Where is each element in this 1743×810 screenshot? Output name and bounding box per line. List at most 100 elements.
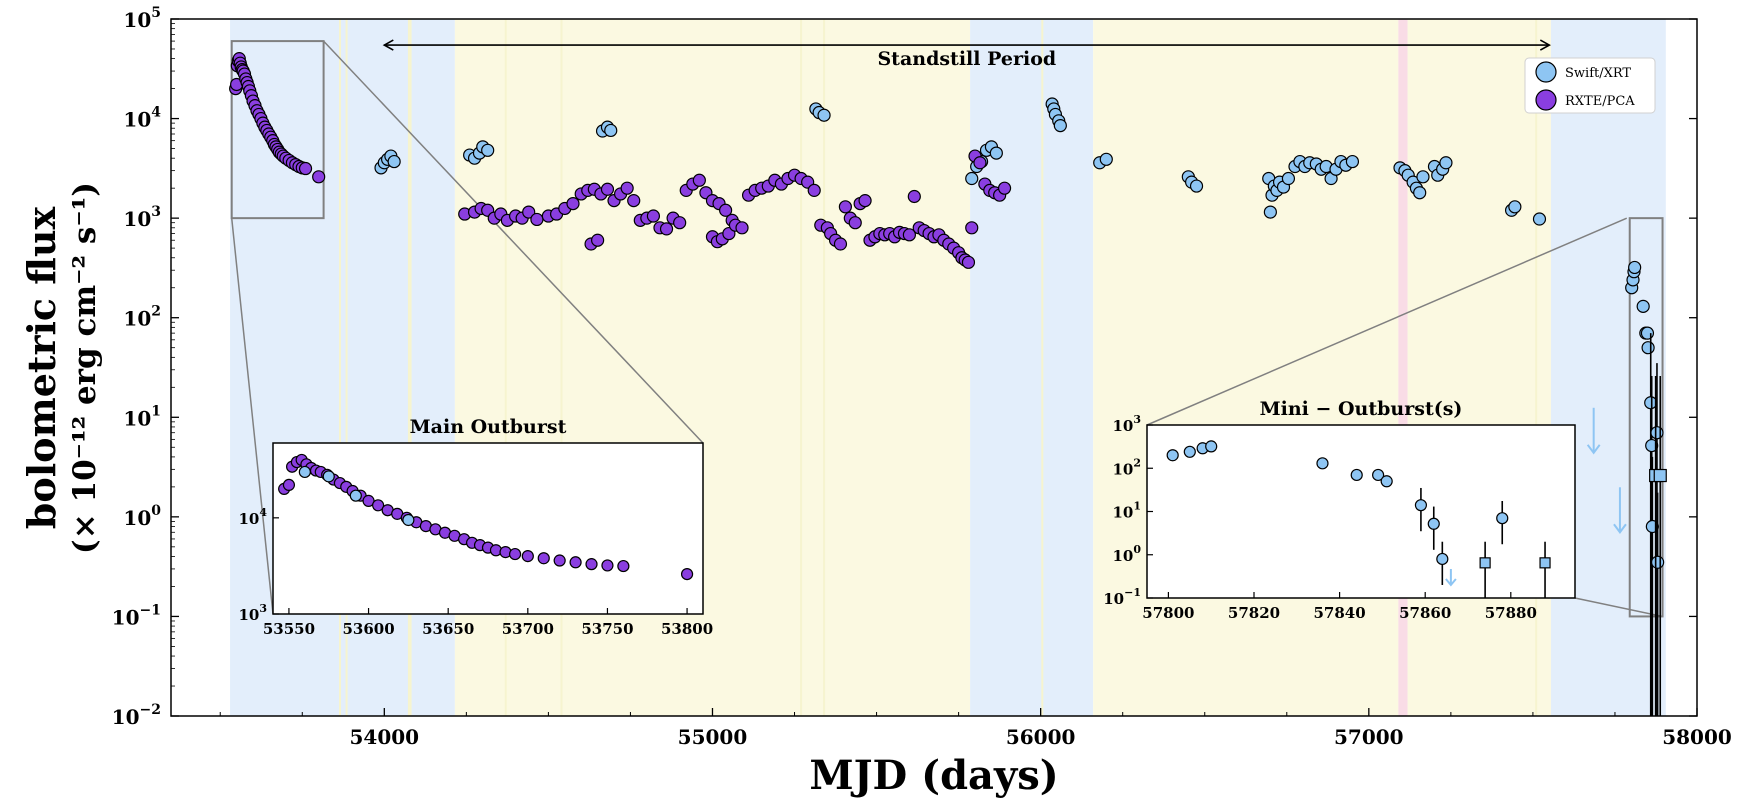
data-point: [620, 181, 634, 195]
inset-x-tick-label: 57820: [1228, 604, 1280, 622]
data-point: [1640, 326, 1655, 340]
zoom-connectors: [230, 40, 1664, 618]
data-point: [627, 194, 641, 208]
data-point: [646, 209, 661, 223]
inset-x-tick-label: 57800: [1142, 604, 1194, 622]
inset-main-outburst: Main Outburst 53550 53600 53650 53700 53750 5…: [238, 416, 713, 638]
y-tick-label: 100: [123, 503, 161, 530]
inset-y-tick-label: 103: [238, 602, 267, 624]
data-point: [1413, 186, 1427, 200]
upper-limit-arrow: [1586, 444, 1601, 455]
main-axes-frame: [170, 18, 1698, 717]
data-point: [566, 196, 580, 211]
data-point: [817, 108, 831, 122]
inset-mini-outburst: Mini − Outburst(s) 57800 57820 57840 57860 5…: [1103, 398, 1576, 622]
state-band-2: [970, 19, 1094, 716]
late-markers: [1586, 375, 1667, 716]
data-point: [1263, 205, 1277, 219]
inset-x-tick-label: 53750: [581, 620, 633, 638]
inset-y-tick-label: 104: [238, 506, 267, 528]
inset-main-ticks: 53550 53600 53650 53700 53750 53800 103 104: [238, 506, 713, 638]
data-point: [1053, 118, 1067, 133]
inset-x-tick-label: 53600: [342, 620, 394, 638]
upper-limit-arrow: [1613, 523, 1627, 534]
inset-upper-limit-arrow: [1445, 578, 1457, 587]
data-point: [735, 221, 749, 235]
inset-mini-points: [1166, 440, 1551, 598]
inset-y-tick-label: 102: [1112, 456, 1141, 478]
inset-x-tick-label: 57840: [1314, 604, 1366, 622]
zoom-box: [1628, 217, 1664, 618]
y-tick-label: 105: [123, 5, 161, 32]
standstill-annotation: Standstill Period: [382, 39, 1551, 70]
data-point: [1189, 179, 1204, 193]
data-point: [997, 181, 1012, 195]
inset-data-point: [349, 489, 362, 502]
data-point: [387, 154, 401, 169]
data-point: [1651, 555, 1665, 569]
inset-square-marker: [1479, 557, 1491, 569]
data-point: [1532, 212, 1547, 226]
data-point: [807, 183, 821, 197]
state-band-3: [1093, 19, 1399, 716]
inset-mini-title: Mini − Outburst(s): [1260, 398, 1463, 420]
data-point: [659, 222, 674, 236]
data-point: [591, 233, 605, 247]
x-tick-label: 58000: [1662, 725, 1732, 749]
inset-main-frame: [272, 442, 704, 615]
inset-data-point: [508, 547, 522, 561]
state-bands: [230, 19, 1666, 716]
legend: Swift/XRT RXTE/PCA: [1524, 57, 1656, 114]
data-point: [1099, 152, 1113, 166]
arrow-head-right: [1539, 39, 1551, 51]
y-tick-label: 10−1: [112, 602, 161, 629]
inset-square-marker: [1539, 557, 1551, 569]
zoom-connector: [230, 218, 274, 615]
inset-data-point: [585, 558, 598, 571]
inset-main-points: [278, 453, 694, 581]
x-tick-label: 54000: [350, 725, 420, 749]
legend-box: [1524, 57, 1656, 114]
inset-data-point: [1436, 552, 1449, 566]
data-point: [1416, 170, 1430, 184]
data-point: [481, 143, 495, 157]
arrow-head-left: [382, 39, 394, 51]
data-series: [229, 52, 1667, 716]
square-marker: [1653, 468, 1667, 483]
inset-data-point: [1427, 517, 1440, 530]
data-point: [848, 216, 862, 230]
inset-data-point: [298, 465, 311, 479]
data-point: [1636, 299, 1650, 313]
data-point: [692, 173, 706, 187]
x-axis-ticks: 54000 55000 56000 57000 58000: [219, 708, 1732, 749]
data-point: [907, 189, 921, 204]
data-point: [902, 228, 916, 242]
inset-x-tick-label: 57880: [1485, 604, 1537, 622]
y-tick-label: 10−2: [112, 702, 161, 729]
inset-data-point: [1350, 468, 1363, 482]
data-point: [1345, 154, 1360, 169]
y-axis-title-line1: bolometric flux: [19, 206, 64, 529]
data-point: [600, 182, 615, 196]
series-1: [229, 52, 1012, 269]
x-tick-label: 55000: [678, 725, 748, 749]
standstill-label: Standstill Period: [877, 48, 1056, 70]
data-point: [1281, 171, 1296, 186]
data-point: [719, 203, 733, 217]
inset-data-point: [1380, 475, 1393, 488]
inset-data-point: [322, 470, 335, 483]
y-tick-label: 104: [123, 105, 161, 132]
zoom-connector: [323, 40, 704, 444]
data-point: [1650, 426, 1664, 440]
inset-y-tick-label: 103: [1112, 413, 1141, 435]
inset-x-tick-label: 57860: [1399, 604, 1451, 622]
inset-x-tick-label: 53550: [263, 620, 315, 638]
inset-data-point: [1166, 449, 1179, 462]
state-band-5: [1407, 19, 1551, 716]
data-point: [965, 221, 979, 235]
inset-data-point: [1372, 468, 1385, 482]
data-point: [530, 212, 544, 227]
data-point: [1628, 260, 1642, 275]
inset-y-tick-label: 10−1: [1103, 586, 1141, 608]
